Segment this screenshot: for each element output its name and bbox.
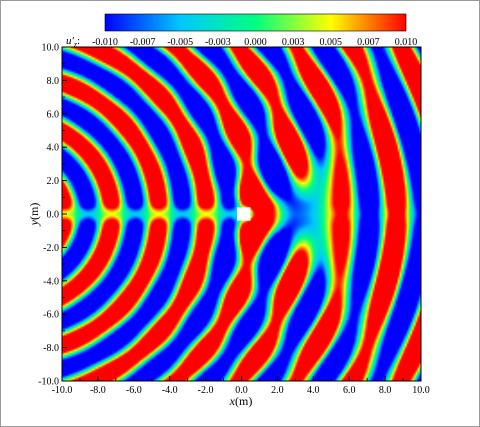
y-tick-label: 4.0 [47,143,60,154]
x-tick-label: 2.0 [271,385,284,396]
x-axis-label: x(m) [229,394,253,408]
y-tick-label: -10.0 [38,377,59,388]
colorbar: u′z: -0.010 -0.007 -0.005 -0.003 0.000 0.003 0… [66,13,418,49]
x-tick-label: -10.0 [52,385,73,396]
colorbar-tick-label: -0.005 [167,37,193,48]
y-tick-label: -2.0 [43,243,59,254]
y-tick-label: 6.0 [47,109,60,120]
y-tick-label: -4.0 [43,276,59,287]
x-tick-label: -4.0 [162,385,178,396]
y-tick-label: 0.0 [47,210,60,221]
colorbar-tick-label: 0.000 [244,37,267,48]
y-axis-label: y(m) [27,203,41,227]
obstacle [237,207,251,221]
colorbar-label: u′z: [66,35,80,49]
x-tick-label: -8.0 [90,385,106,396]
colorbar-tick-label: -0.007 [130,37,156,48]
y-tick-label: -8.0 [43,343,59,354]
colorbar-tick-label: 0.005 [320,37,343,48]
colorbar-bar [104,13,407,32]
colorbar-tick-label: 0.003 [282,37,305,48]
y-tick-label: -6.0 [43,310,59,321]
y-tick-label: 10.0 [42,43,60,54]
plot-area [62,47,421,381]
colorbar-tick-label: -0.003 [205,37,231,48]
x-tick-label: -6.0 [126,385,142,396]
y-tick-label: 2.0 [47,176,60,187]
colorbar-tick-label: 0.010 [395,37,418,48]
x-tick-label: 8.0 [379,385,392,396]
axes: -10.0 -8.0 -6.0 -4.0 -2.0 0.0 2.0 4.0 6.0 8.0 10.0… [38,43,430,397]
x-tick-label: 4.0 [307,385,320,396]
x-tick-label: 6.0 [343,385,356,396]
x-tick-label: -2.0 [198,385,214,396]
y-tick-label: 8.0 [47,76,60,87]
x-tick-label: 10.0 [412,385,430,396]
x-tick-label: 0.0 [235,385,248,396]
colorbar-tick-label: 0.007 [357,37,380,48]
colorbar-tick-label: -0.010 [92,37,118,48]
